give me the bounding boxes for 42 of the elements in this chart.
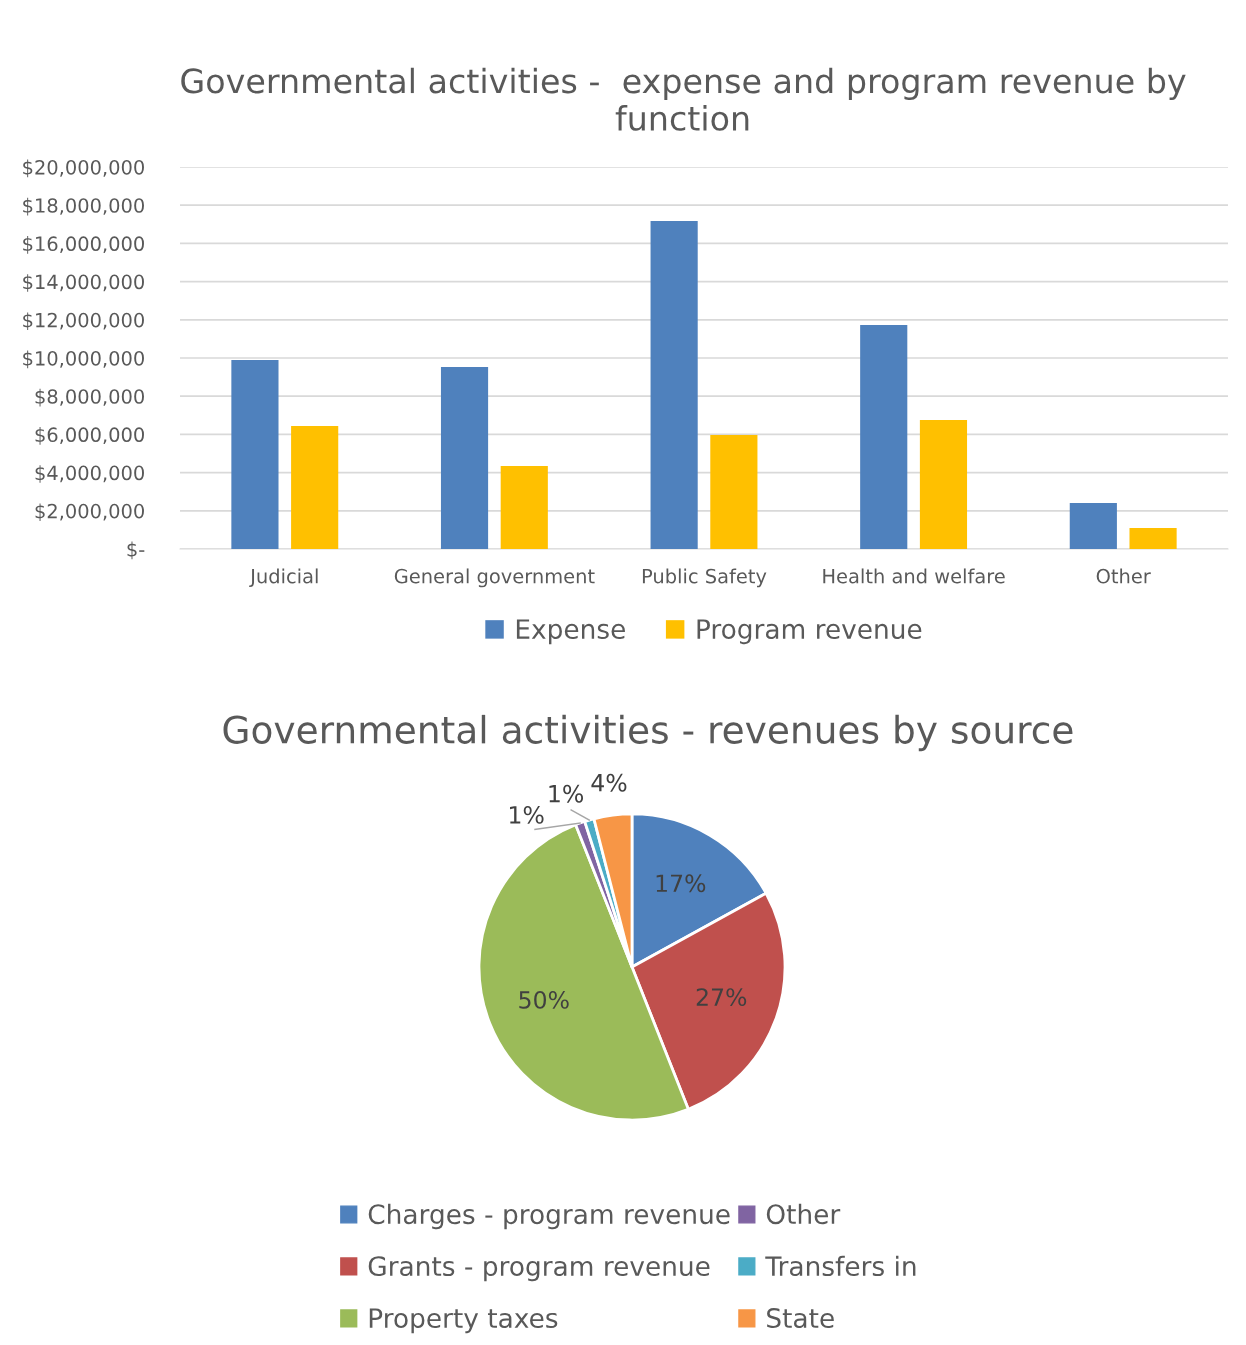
chart-title: Governmental activities - expense and program revenue by function	[181, 67, 1186, 131]
legend-label: Program revenue	[697, 619, 922, 645]
y-tick-label: $16,000,000	[23, 236, 144, 254]
x-tick-label: General government	[394, 568, 595, 588]
bar	[231, 359, 279, 549]
legend-label: Grants - program revenue	[368, 1256, 710, 1282]
data-label: 1%	[549, 784, 584, 803]
bar	[710, 434, 758, 549]
y-tick-label: $18,000,000	[23, 197, 144, 216]
y-tick-label: $12,000,000	[23, 312, 144, 331]
legend-label: State	[767, 1308, 834, 1329]
chart-title: Governmental activities - revenues by source	[223, 714, 1073, 752]
data-label: 1%	[510, 805, 544, 824]
legend-label: Other	[766, 1203, 841, 1225]
y-tick-label: $4,000,000	[35, 465, 144, 483]
bar	[291, 426, 339, 549]
x-tick-label: Health and welfare	[823, 568, 1005, 584]
x-tick-label: Judicial	[249, 568, 318, 588]
x-tick-label: Public Safety	[642, 568, 767, 588]
bar	[1129, 527, 1177, 549]
y-tick-label: $-	[127, 541, 145, 560]
legend-label: Transfers in	[765, 1255, 916, 1277]
data-label: 27%	[696, 988, 747, 1006]
y-tick-label: $20,000,000	[23, 159, 144, 178]
legend-label: Expense	[516, 619, 625, 645]
bar	[919, 420, 968, 549]
bar	[440, 366, 489, 549]
bar	[860, 324, 908, 549]
y-tick-label: $10,000,000	[23, 350, 144, 369]
y-tick-label: $14,000,000	[23, 274, 144, 292]
bar	[1069, 502, 1117, 549]
y-tick-label: $8,000,000	[35, 388, 144, 407]
bar	[650, 221, 698, 549]
legend-label: Property taxes	[369, 1308, 558, 1334]
data-label: 4%	[591, 773, 627, 792]
bar	[500, 465, 548, 549]
y-tick-label: $6,000,000	[35, 427, 144, 445]
x-tick-label: Other	[1096, 568, 1151, 584]
legend-label: Charges - program revenue	[368, 1203, 730, 1230]
data-label: 17%	[656, 874, 706, 893]
y-tick-label: $2,000,000	[35, 503, 144, 522]
data-label: 50%	[519, 990, 569, 1009]
